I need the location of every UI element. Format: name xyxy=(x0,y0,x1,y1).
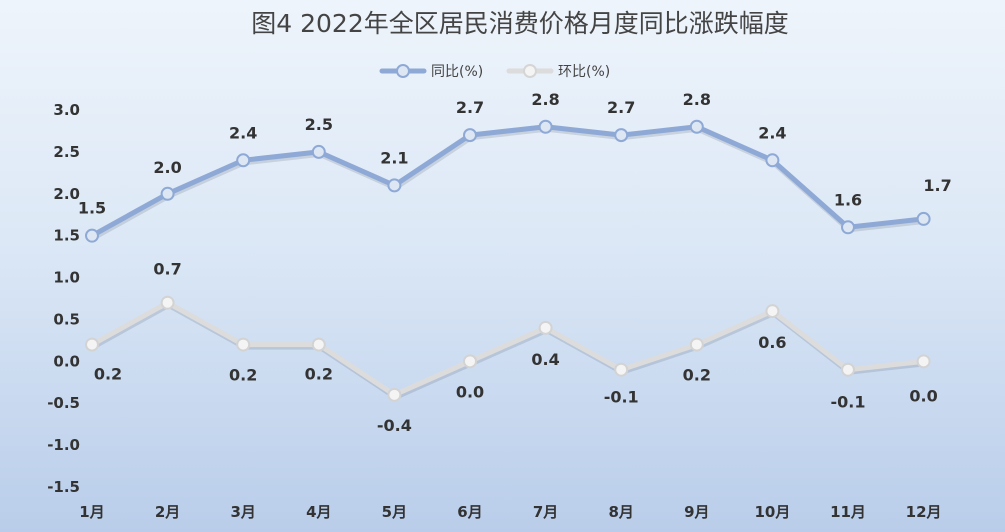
x-tick-label: 1月 xyxy=(79,503,104,521)
data-label: 2.8 xyxy=(531,90,559,109)
series-line xyxy=(89,300,927,398)
data-point[interactable] xyxy=(614,362,629,377)
x-axis: 1月 2月 3月 4月 5月 6月 7月 8月 9月 10月 11月 12月 xyxy=(79,503,941,521)
data-label: 0.7 xyxy=(153,260,181,279)
data-label: 2.4 xyxy=(229,123,257,142)
data-label: 0.2 xyxy=(94,365,122,384)
data-point[interactable] xyxy=(463,128,477,143)
x-tick-label: 9月 xyxy=(684,503,709,521)
series-layer: 1.52.02.4 2.52.12.7 2.8 2.7 2.82.41.61.70.20… xyxy=(78,90,952,435)
series-yoy: 1.5 2.0 2.4 2.5 2.1 2.7 2.8 2.7 2.8 2.4 1.6 1.7 xyxy=(78,90,952,243)
x-tick-label: 8月 xyxy=(608,503,633,521)
x-tick-label: 3月 xyxy=(230,503,255,521)
data-label: -0.1 xyxy=(831,393,866,412)
y-tick-label: -0.5 xyxy=(47,394,80,412)
data-point[interactable] xyxy=(85,337,99,352)
data-label: 0.0 xyxy=(909,386,937,405)
data-label: 2.7 xyxy=(456,98,484,117)
y-tick-label: 2.0 xyxy=(53,185,80,203)
data-label: 2.1 xyxy=(380,148,408,167)
x-tick-label: 7月 xyxy=(533,503,558,521)
data-point[interactable] xyxy=(387,387,402,402)
x-tick-label: 4月 xyxy=(306,503,331,521)
legend-item-mom[interactable]: 环比(%) xyxy=(506,64,610,80)
series-line xyxy=(89,124,927,239)
y-axis: 3.0 2.5 2.0 1.5 1.0 0.5 0.0 -0.5 -1.0 -1.5 xyxy=(47,101,80,496)
x-tick-label: 2月 xyxy=(155,503,180,521)
chart-title: 图4 2022年全区居民消费价格月度同比涨跌幅度 xyxy=(251,9,788,38)
data-point[interactable] xyxy=(538,320,553,335)
data-point[interactable] xyxy=(85,228,99,243)
data-label: 0.6 xyxy=(758,333,786,352)
data-point[interactable] xyxy=(236,153,251,168)
legend-mom-marker xyxy=(523,64,537,78)
data-label: 0.2 xyxy=(683,366,711,385)
data-point[interactable] xyxy=(160,186,175,201)
data-point[interactable] xyxy=(311,337,326,352)
data-label: 2.7 xyxy=(607,98,635,117)
legend: 同比(%) 环比(%) xyxy=(379,64,610,80)
data-point[interactable] xyxy=(841,362,855,377)
data-point[interactable] xyxy=(160,295,175,310)
y-tick-label: 3.0 xyxy=(53,101,80,119)
data-point[interactable] xyxy=(765,153,780,168)
data-label: 1.5 xyxy=(78,199,106,218)
data-point[interactable] xyxy=(311,144,326,159)
legend-item-yoy[interactable]: 同比(%) xyxy=(379,64,483,80)
series-line-shadow xyxy=(91,301,925,400)
y-tick-label: 1.0 xyxy=(53,269,80,287)
data-point[interactable] xyxy=(765,304,780,319)
data-label: 2.0 xyxy=(153,158,181,177)
data-point[interactable] xyxy=(538,119,553,134)
data-label: 1.7 xyxy=(923,176,951,195)
y-tick-label: -1.0 xyxy=(47,436,80,454)
data-point[interactable] xyxy=(689,337,704,352)
x-tick-label: 12月 xyxy=(906,503,942,521)
y-tick-label: -1.5 xyxy=(47,478,80,496)
data-label: 0.2 xyxy=(229,366,257,385)
legend-yoy-marker xyxy=(396,64,410,78)
data-point[interactable] xyxy=(689,119,704,134)
data-label: 2.5 xyxy=(305,115,333,134)
x-tick-label: 11月 xyxy=(830,503,866,521)
data-label: 2.8 xyxy=(683,90,711,109)
data-point[interactable] xyxy=(236,337,251,352)
data-point[interactable] xyxy=(916,354,931,369)
data-label: 1.6 xyxy=(834,190,862,209)
legend-mom-label: 环比(%) xyxy=(558,64,610,80)
data-point[interactable] xyxy=(841,220,855,235)
data-label: 0.0 xyxy=(456,382,484,401)
y-tick-label: 1.5 xyxy=(53,227,80,245)
data-label: 2.4 xyxy=(758,123,786,142)
data-label: 0.2 xyxy=(305,365,333,384)
series-mom: 0.2 0.7 0.2 0.2 -0.4 0.0 0.4 -0.1 0.2 0.6 -0.1 0.0 xyxy=(85,260,938,435)
x-tick-label: 6月 xyxy=(457,503,482,521)
y-tick-label: 2.5 xyxy=(53,143,80,161)
legend-yoy-label: 同比(%) xyxy=(431,64,483,80)
data-label: -0.1 xyxy=(604,388,639,407)
y-tick-label: 0.5 xyxy=(53,310,80,328)
y-tick-label: 0.0 xyxy=(53,352,80,370)
x-tick-label: 5月 xyxy=(382,503,407,521)
data-label: 0.4 xyxy=(531,350,559,369)
data-point[interactable] xyxy=(614,128,629,143)
data-point[interactable] xyxy=(387,178,402,193)
data-point[interactable] xyxy=(463,354,477,369)
data-point[interactable] xyxy=(916,211,931,226)
data-label: -0.4 xyxy=(377,416,412,435)
x-tick-label: 10月 xyxy=(754,503,790,521)
